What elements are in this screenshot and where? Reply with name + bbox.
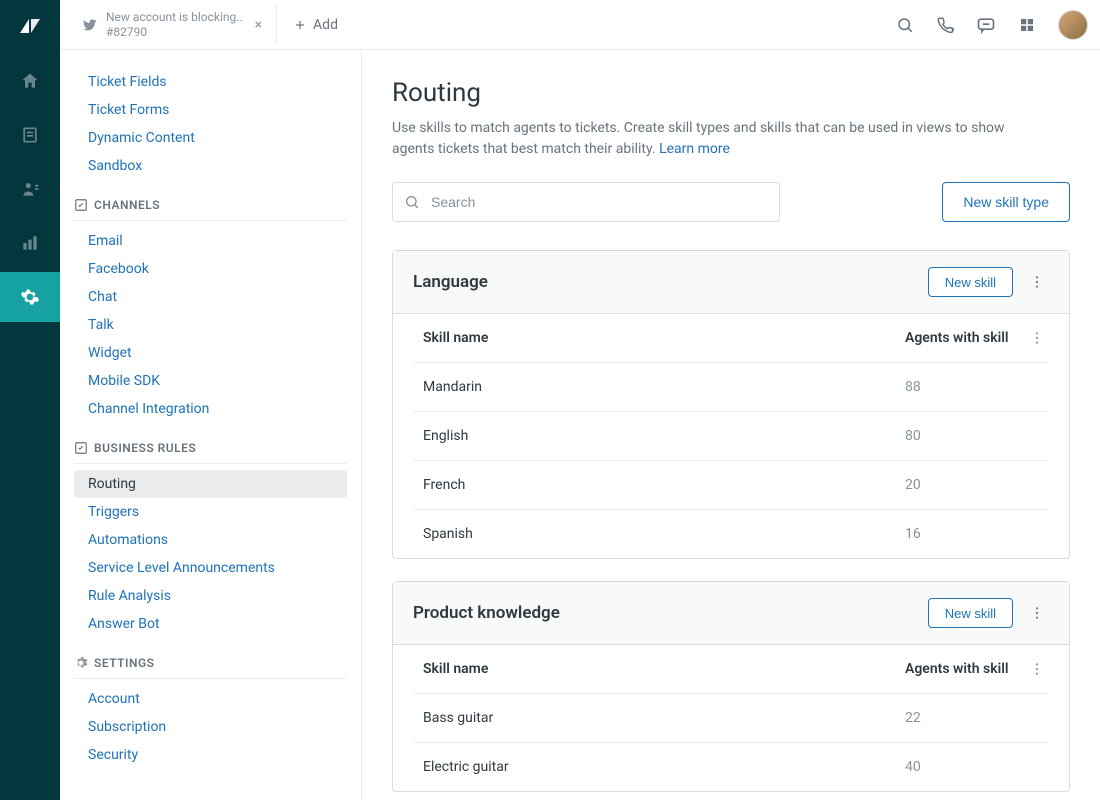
sidebar-item[interactable]: Widget xyxy=(74,339,361,367)
rail-customers[interactable] xyxy=(0,164,60,214)
skill-agent-count: 88 xyxy=(905,379,1025,395)
topbar: New account is blocking.. #82790 × Add xyxy=(60,0,1100,50)
sidebar-item[interactable]: Chat xyxy=(74,283,361,311)
skill-type-title: Language xyxy=(413,272,488,292)
kebab-icon[interactable] xyxy=(1025,274,1049,290)
apps-icon[interactable] xyxy=(1018,16,1036,34)
skill-agent-count: 16 xyxy=(905,526,1025,542)
sidebar-item[interactable]: Channel Integration xyxy=(74,395,361,423)
skill-name: Electric guitar xyxy=(413,759,905,775)
skill-row[interactable]: Spanish16 xyxy=(413,510,1049,558)
skill-agent-count: 22 xyxy=(905,710,1025,726)
sidebar-heading-settings: SETTINGS xyxy=(74,638,361,678)
sidebar-item[interactable]: Mobile SDK xyxy=(74,367,361,395)
sidebar-item[interactable]: Automations xyxy=(74,526,361,554)
sidebar-item[interactable]: Triggers xyxy=(74,498,361,526)
sidebar-item[interactable]: Talk xyxy=(74,311,361,339)
sidebar-item[interactable]: Email xyxy=(74,227,361,255)
col-skill-name: Skill name xyxy=(413,330,905,346)
skill-name: French xyxy=(413,477,905,493)
new-skill-button[interactable]: New skill xyxy=(928,598,1013,628)
new-skill-button[interactable]: New skill xyxy=(928,267,1013,297)
skill-agent-count: 80 xyxy=(905,428,1025,444)
new-skill-type-button[interactable]: New skill type xyxy=(942,182,1070,222)
checklist-icon xyxy=(74,441,88,455)
sidebar-item[interactable]: Facebook xyxy=(74,255,361,283)
rail-admin[interactable] xyxy=(0,272,60,322)
sidebar-item[interactable]: Dynamic Content xyxy=(74,124,361,152)
col-agents: Agents with skill xyxy=(905,661,1025,677)
brand-logo xyxy=(16,12,44,40)
add-tab-label: Add xyxy=(313,17,338,33)
skill-row[interactable]: Electric guitar40 xyxy=(413,743,1049,791)
sidebar-item[interactable]: Ticket Fields xyxy=(74,68,361,96)
skill-row[interactable]: Bass guitar22 xyxy=(413,694,1049,743)
sidebar-item[interactable]: Subscription xyxy=(74,713,361,741)
page-title: Routing xyxy=(392,78,1070,108)
nav-rail xyxy=(0,0,60,800)
user-avatar[interactable] xyxy=(1058,10,1088,40)
rail-views[interactable] xyxy=(0,110,60,160)
skill-name: Spanish xyxy=(413,526,905,542)
phone-icon[interactable] xyxy=(936,16,954,34)
rail-reporting[interactable] xyxy=(0,218,60,268)
chat-icon[interactable] xyxy=(976,15,996,35)
sidebar-item[interactable]: Service Level Announcements xyxy=(74,554,361,582)
sidebar-heading-rules: BUSINESS RULES xyxy=(74,423,361,463)
skill-row[interactable]: English80 xyxy=(413,412,1049,461)
gear-icon xyxy=(74,656,88,670)
settings-sidebar: Ticket FieldsTicket FormsDynamic Content… xyxy=(60,50,362,800)
sidebar-item[interactable]: Security xyxy=(74,741,361,769)
skill-type-card: Product knowledge New skill Skill nameAgen… xyxy=(392,581,1070,792)
sidebar-item[interactable]: Routing xyxy=(74,470,347,498)
kebab-icon[interactable] xyxy=(1025,330,1049,346)
ticket-tab[interactable]: New account is blocking.. #82790 × xyxy=(72,4,277,45)
sidebar-heading-channels: CHANNELS xyxy=(74,180,361,220)
close-icon[interactable]: × xyxy=(251,17,266,33)
col-agents: Agents with skill xyxy=(905,330,1025,346)
sidebar-item[interactable]: Rule Analysis xyxy=(74,582,361,610)
skill-type-title: Product knowledge xyxy=(413,603,560,623)
skill-name: Bass guitar xyxy=(413,710,905,726)
page-description: Use skills to match agents to tickets. C… xyxy=(392,118,1032,160)
add-tab-button[interactable]: Add xyxy=(277,17,354,33)
learn-more-link[interactable]: Learn more xyxy=(659,141,730,157)
plus-icon xyxy=(293,18,307,32)
tab-title: New account is blocking.. xyxy=(106,10,243,24)
main-content: Routing Use skills to match agents to ti… xyxy=(362,50,1100,800)
skill-type-card: Language New skill Skill nameAgents with s… xyxy=(392,250,1070,559)
col-skill-name: Skill name xyxy=(413,661,905,677)
search-icon xyxy=(404,194,420,210)
checklist-icon xyxy=(74,198,88,212)
sidebar-item[interactable]: Sandbox xyxy=(74,152,361,180)
kebab-icon[interactable] xyxy=(1025,605,1049,621)
tab-subtitle: #82790 xyxy=(106,25,243,39)
skill-name: Mandarin xyxy=(413,379,905,395)
sidebar-item[interactable]: Ticket Forms xyxy=(74,96,361,124)
skill-agent-count: 20 xyxy=(905,477,1025,493)
rail-home[interactable] xyxy=(0,56,60,106)
kebab-icon[interactable] xyxy=(1025,661,1049,677)
skill-row[interactable]: French20 xyxy=(413,461,1049,510)
skill-agent-count: 40 xyxy=(905,759,1025,775)
twitter-icon xyxy=(82,17,98,33)
sidebar-item[interactable]: Account xyxy=(74,685,361,713)
skill-name: English xyxy=(413,428,905,444)
search-input[interactable] xyxy=(392,182,780,222)
skill-row[interactable]: Mandarin88 xyxy=(413,363,1049,412)
search-icon[interactable] xyxy=(896,16,914,34)
sidebar-item[interactable]: Answer Bot xyxy=(74,610,361,638)
